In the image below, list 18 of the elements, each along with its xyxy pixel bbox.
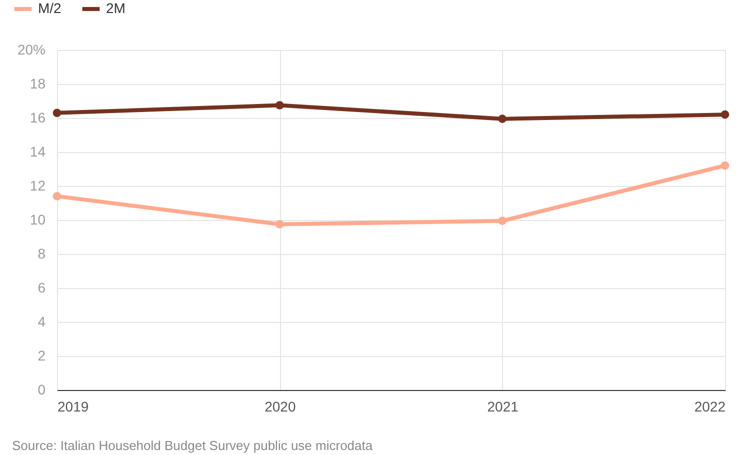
x-tick-label: 2019 [58, 398, 89, 414]
y-tick-label: 8 [38, 246, 46, 262]
y-tick-label: 6 [38, 280, 46, 296]
y-tick-label: 16 [30, 110, 46, 126]
legend-label: 2M [106, 0, 126, 16]
legend-label: M/2 [38, 0, 62, 16]
y-tick-label: 4 [38, 314, 46, 330]
y-tick-label: 14 [30, 144, 46, 160]
source-note: Source: Italian Household Budget Survey public use microdata [12, 438, 374, 453]
x-tick-label: 2022 [694, 398, 726, 414]
y-tick-label: 20% [17, 42, 46, 58]
y-tick-label: 12 [30, 178, 46, 194]
x-tick-label: 2021 [487, 398, 519, 414]
x-tick-label: 2020 [264, 398, 296, 414]
y-tick-label: 0 [38, 382, 46, 398]
y-tick-label: 2 [38, 348, 46, 364]
y-tick-label: 18 [30, 76, 46, 92]
y-tick-label: 10 [30, 212, 46, 228]
